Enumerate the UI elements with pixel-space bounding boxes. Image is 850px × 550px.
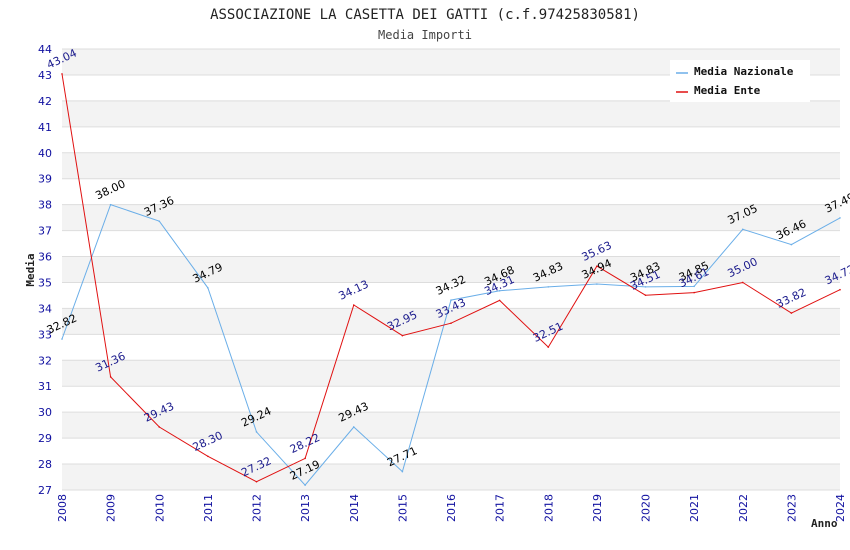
chart-subtitle: Media Importi [378, 28, 472, 42]
x-tick-label: 2013 [299, 494, 312, 522]
chart-title: ASSOCIAZIONE LA CASETTA DEI GATTI (c.f.9… [210, 7, 640, 23]
data-point [839, 288, 841, 291]
data-point [498, 289, 501, 292]
data-point [61, 338, 63, 340]
grid-band [62, 308, 840, 335]
y-tick-label: 40 [38, 147, 52, 160]
x-tick-label: 2023 [785, 494, 798, 522]
x-tick-label: 2024 [834, 494, 847, 522]
x-tick-label: 2018 [542, 494, 555, 522]
data-point [596, 265, 598, 267]
x-tick-label: 2008 [56, 494, 69, 522]
data-point [741, 281, 744, 284]
y-tick-label: 33 [38, 328, 52, 341]
data-point [596, 283, 598, 285]
data-point [693, 285, 695, 288]
x-tick-label: 2010 [153, 494, 166, 522]
y-tick-label: 35 [38, 276, 52, 289]
x-tick-label: 2016 [445, 494, 458, 522]
data-point [255, 431, 258, 433]
x-tick-label: 2020 [640, 494, 653, 522]
data-point [255, 480, 258, 483]
legend-label-media-nazionale: Media Nazionale [694, 65, 794, 78]
grid-band [62, 204, 840, 231]
x-tick-label: 2017 [494, 494, 507, 522]
grid-band [62, 412, 840, 439]
y-tick-label: 29 [38, 432, 52, 445]
grid-bands [62, 49, 840, 490]
data-point [61, 73, 63, 75]
data-point [839, 217, 841, 219]
data-point [109, 376, 112, 378]
grid-band [62, 360, 840, 387]
data-point [741, 228, 744, 231]
data-point [207, 287, 209, 289]
y-tick-label: 37 [38, 225, 52, 238]
grid-lines [62, 48, 840, 491]
y-tick-label: 44 [38, 43, 52, 56]
data-point [207, 455, 209, 458]
data-point [352, 304, 355, 306]
y-tick-label: 36 [38, 251, 52, 264]
data-point [450, 299, 452, 301]
grid-band [62, 464, 840, 490]
y-tick-label: 42 [38, 95, 52, 108]
y-tick-label: 27 [38, 484, 52, 497]
data-point [304, 457, 306, 460]
x-tick-label: 2019 [591, 494, 604, 522]
legend-label-media-ente: Media Ente [694, 84, 761, 97]
y-tick-label: 41 [38, 121, 52, 134]
grid-band [62, 100, 840, 127]
y-tick-label: 43 [38, 69, 52, 82]
y-tick-label: 32 [38, 354, 52, 367]
data-point [401, 470, 404, 473]
y-tick-label: 39 [38, 173, 52, 186]
data-point [547, 286, 550, 288]
x-tick-label: 2011 [202, 494, 215, 522]
y-tick-label: 28 [38, 458, 52, 471]
y-tick-label: 30 [38, 406, 52, 419]
data-point [352, 426, 355, 428]
data-point [109, 203, 112, 206]
data-point [790, 312, 793, 314]
x-tick-label: 2012 [251, 494, 264, 522]
x-tick-label: 2009 [105, 494, 118, 522]
grid-band [62, 256, 840, 283]
legend-background [670, 60, 810, 102]
y-axis-label: Media [24, 253, 37, 286]
grid-band [62, 152, 840, 179]
data-point [790, 243, 793, 246]
data-point [547, 346, 550, 348]
y-tick-labels: 27 28 29 30 31 32 33 34 35 36 37 38 39 40 41 42 43 44 [38, 43, 52, 497]
y-tick-label: 34 [38, 302, 52, 315]
series-lines [61, 73, 841, 486]
x-tick-labels: 2008 2009 2010 2011 2012 2013 2014 2015 2016 2017… [56, 494, 847, 522]
legend: Media Nazionale Media Ente [670, 60, 810, 102]
data-point [644, 286, 647, 288]
x-tick-label: 2014 [348, 494, 361, 522]
data-point [644, 294, 647, 296]
data-point [498, 299, 501, 302]
data-point [158, 220, 161, 223]
data-point [450, 322, 452, 324]
x-axis-label: Anno [811, 517, 838, 530]
x-tick-label: 2021 [688, 494, 701, 522]
data-point [401, 334, 404, 337]
y-tick-label: 31 [38, 380, 52, 393]
series-line-0 [61, 203, 841, 486]
data-point [304, 484, 306, 486]
data-point [158, 426, 161, 428]
y-tick-label: 38 [38, 199, 52, 212]
data-point [693, 291, 695, 294]
x-tick-label: 2022 [737, 494, 750, 522]
x-tick-label: 2015 [396, 494, 409, 522]
data-label: 38.00 [93, 177, 127, 202]
